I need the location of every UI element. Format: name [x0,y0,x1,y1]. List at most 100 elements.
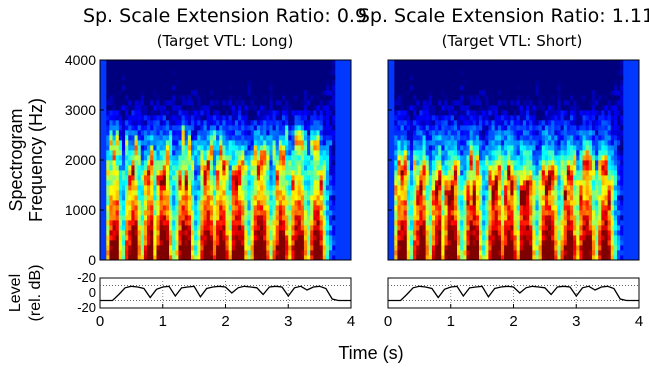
spectrogram-cell [131,230,135,236]
spectrogram-cell [316,140,321,146]
spectrogram-cell [297,105,302,111]
spectrogram-cell [316,225,321,231]
spectrogram-cell [165,185,170,191]
spectrogram-cell [347,205,352,211]
spectrogram-cell [159,105,164,111]
spectrogram-cell [143,255,148,261]
spectrogram-cell [497,115,502,121]
spectrogram-cell [300,135,305,141]
spectrogram-cell [275,235,280,241]
spectrogram-cell [447,95,452,101]
spectrogram-cell [150,100,154,106]
spectrogram-cell [156,75,161,81]
spectrogram-cell [303,240,308,246]
spectrogram-cell [482,80,486,86]
spectrogram-cell [231,85,236,91]
spectrogram-cell [391,155,395,161]
spectrogram-cell [197,155,201,161]
spectrogram-cell [510,120,514,126]
spectrogram-cell [497,90,502,96]
spectrogram-cell [178,215,182,221]
spectrogram-cell [150,110,154,116]
spectrogram-cell [325,110,330,116]
spectrogram-cell [112,75,117,81]
spectrogram-cell [178,185,182,191]
spectrogram-cell [212,255,217,261]
spectrogram-cell [137,250,142,256]
spectrogram-cell [494,165,499,171]
spectrogram-cell [413,225,417,231]
spectrogram-cell [121,230,126,236]
spectrogram-cell [441,80,445,86]
spectrogram-cell [294,240,299,246]
spectrogram-cell [413,80,417,86]
spectrogram-cell [128,95,132,101]
spectrogram-cell [347,215,352,221]
spectrogram-cell [307,215,311,221]
spectrogram-cell [115,220,120,226]
spectrogram-cell [519,65,524,71]
spectrogram-cell [203,150,208,156]
spectrogram-cell [137,120,142,126]
spectrogram-cell [300,120,305,126]
spectrogram-cell [447,80,452,86]
spectrogram-cell [147,85,151,91]
spectrogram-cell [272,220,277,226]
spectrogram-cell [244,85,248,91]
spectrogram-cell [172,65,176,71]
spectrogram-cell [115,125,120,131]
spectrogram-cell [400,160,405,166]
spectrogram-cell [175,100,179,106]
spectrogram-cell [428,140,433,146]
spectrogram-cell [159,210,164,216]
spectrogram-cell [256,255,261,261]
spectrogram-cell [181,180,186,186]
spectrogram-cell [325,100,330,106]
spectrogram-cell [140,225,145,231]
spectrogram-cell [206,130,211,136]
spectrogram-cell [341,120,346,126]
spectrogram-cell [238,115,242,121]
spectrogram-cell [131,70,135,76]
spectrogram-cell [150,75,154,81]
spectrogram-cell [197,80,201,86]
spectrogram-cell [212,95,217,101]
spectrogram-cell [222,235,226,241]
spectrogram-cell [100,60,104,66]
spectrogram-cell [244,120,248,126]
spectrogram-cell [150,95,154,101]
spectrogram-cell [500,125,505,131]
spectrogram-cell [409,120,414,126]
spectrogram-cell [219,100,223,106]
spectrogram-cell [400,165,405,171]
spectrogram-cell [466,115,470,121]
spectrogram-cell [162,60,167,66]
spectrogram-cell [112,175,117,181]
spectrogram-cell [341,190,346,196]
spectrogram-cell [391,230,395,236]
spectrogram-cell [307,140,311,146]
spectrogram-cell [310,220,314,226]
spectrogram-cell [475,235,480,241]
spectrogram-cell [212,215,217,221]
spectrogram-cell [125,95,129,101]
spectrogram-cell [190,225,195,231]
spectrogram-cell [266,175,270,181]
level-line [100,285,351,302]
spectrogram-cell [140,245,145,251]
spectrogram-cell [190,240,195,246]
spectrogram-cell [316,170,321,176]
spectrogram-cell [278,185,283,191]
spectrogram-cell [275,145,280,151]
spectrogram-cell [482,60,486,66]
spectrogram-cell [447,215,452,221]
spectrogram-cell [444,240,449,246]
spectrogram-cell [338,150,342,156]
spectrogram-cell [463,185,467,191]
spectrogram-cell [181,120,186,126]
spectrogram-cell [147,135,151,141]
spectrogram-cell [313,180,317,186]
spectrogram-cell [118,190,123,196]
spectrogram-cell [222,130,226,136]
spectrogram-cell [519,200,524,206]
